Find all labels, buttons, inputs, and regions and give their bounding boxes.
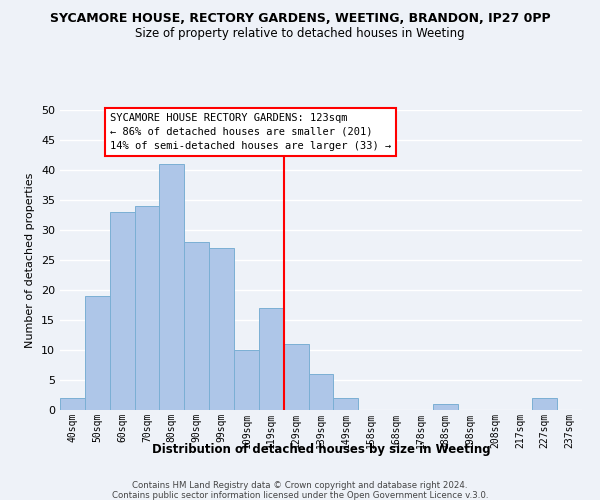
- Text: Distribution of detached houses by size in Weeting: Distribution of detached houses by size …: [152, 442, 490, 456]
- Bar: [184, 242, 209, 410]
- Bar: [110, 212, 134, 410]
- Text: SYCAMORE HOUSE RECTORY GARDENS: 123sqm
← 86% of detached houses are smaller (201: SYCAMORE HOUSE RECTORY GARDENS: 123sqm ←…: [110, 113, 391, 151]
- Bar: [209, 248, 234, 410]
- Bar: [334, 398, 358, 410]
- Bar: [85, 296, 110, 410]
- Text: SYCAMORE HOUSE, RECTORY GARDENS, WEETING, BRANDON, IP27 0PP: SYCAMORE HOUSE, RECTORY GARDENS, WEETING…: [50, 12, 550, 26]
- Bar: [284, 344, 308, 410]
- Bar: [433, 404, 458, 410]
- Bar: [259, 308, 284, 410]
- Bar: [60, 398, 85, 410]
- Bar: [308, 374, 334, 410]
- Bar: [160, 164, 184, 410]
- Y-axis label: Number of detached properties: Number of detached properties: [25, 172, 35, 348]
- Bar: [134, 206, 160, 410]
- Bar: [234, 350, 259, 410]
- Text: Contains HM Land Registry data © Crown copyright and database right 2024.: Contains HM Land Registry data © Crown c…: [132, 481, 468, 490]
- Text: Contains public sector information licensed under the Open Government Licence v.: Contains public sector information licen…: [112, 491, 488, 500]
- Text: Size of property relative to detached houses in Weeting: Size of property relative to detached ho…: [135, 28, 465, 40]
- Bar: [532, 398, 557, 410]
